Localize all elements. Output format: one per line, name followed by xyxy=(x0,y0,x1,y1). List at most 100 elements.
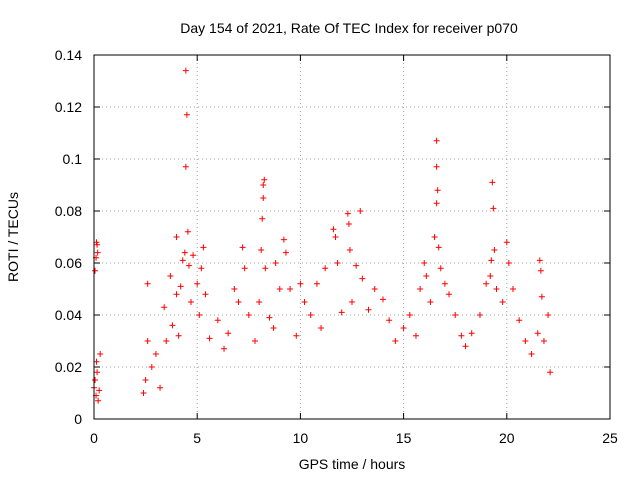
y-tick-label: 0.1 xyxy=(63,151,83,167)
data-point xyxy=(423,273,430,279)
data-point xyxy=(241,265,248,272)
data-point xyxy=(258,247,265,253)
data-point xyxy=(446,291,453,298)
data-point xyxy=(256,299,263,305)
data-point xyxy=(140,390,147,396)
y-tick-label: 0 xyxy=(74,411,82,427)
x-tick-label: 25 xyxy=(602,430,618,446)
data-point xyxy=(435,244,442,251)
data-point xyxy=(545,312,552,318)
data-point xyxy=(441,280,448,287)
data-point xyxy=(183,111,190,118)
data-point xyxy=(142,377,149,383)
data-point xyxy=(95,397,102,404)
data-point xyxy=(431,234,438,240)
data-point xyxy=(94,369,101,376)
y-tick-label: 0.02 xyxy=(55,359,82,375)
data-point xyxy=(458,332,465,339)
data-point xyxy=(182,67,189,74)
data-point xyxy=(245,312,252,318)
data-point xyxy=(536,257,543,264)
data-point xyxy=(280,236,287,243)
data-point xyxy=(182,163,189,170)
x-tick-label: 20 xyxy=(499,430,515,446)
data-point xyxy=(547,369,554,376)
data-point xyxy=(307,312,314,318)
data-point xyxy=(433,163,440,170)
axis-ticks: 0 5 10 15 20 25 0 0.02 0.04 0.06 0.08 0.1 0.12 0.14 xyxy=(55,47,618,446)
data-point xyxy=(157,384,164,391)
data-point xyxy=(421,260,428,266)
data-point xyxy=(221,345,228,352)
y-tick-label: 0.08 xyxy=(55,203,82,219)
data-point xyxy=(538,293,545,300)
data-point xyxy=(94,241,101,248)
x-tick-label: 15 xyxy=(396,430,412,446)
data-point xyxy=(516,317,523,324)
data-point xyxy=(417,286,424,292)
data-point xyxy=(181,249,188,256)
data-point xyxy=(173,291,180,298)
data-point xyxy=(167,273,174,279)
data-point xyxy=(259,215,266,222)
grid-lines xyxy=(94,55,610,419)
data-point xyxy=(225,330,232,337)
data-point xyxy=(499,299,506,305)
data-point xyxy=(184,228,191,235)
data-point xyxy=(503,239,510,246)
data-point xyxy=(427,299,434,305)
data-point xyxy=(175,332,182,339)
data-point xyxy=(173,234,180,240)
data-point xyxy=(491,247,498,253)
x-tick-label: 0 xyxy=(90,430,98,446)
data-point xyxy=(488,257,495,264)
data-point xyxy=(490,205,497,212)
data-point xyxy=(261,176,268,183)
data-point xyxy=(260,195,267,201)
data-point xyxy=(452,312,459,318)
data-point xyxy=(493,286,500,292)
data-point xyxy=(266,314,273,321)
data-point xyxy=(371,286,378,292)
data-point xyxy=(200,244,207,251)
plot-frame xyxy=(93,54,611,420)
data-point xyxy=(313,280,320,287)
data-point xyxy=(97,351,104,357)
data-point xyxy=(386,317,393,324)
data-point xyxy=(489,179,496,186)
data-point xyxy=(392,338,399,344)
y-tick-label: 0.06 xyxy=(55,255,82,271)
data-point xyxy=(214,317,221,324)
data-point xyxy=(272,260,279,266)
data-point xyxy=(301,299,308,305)
data-point xyxy=(406,312,413,318)
data-point xyxy=(92,267,99,274)
data-point xyxy=(433,200,440,207)
data-point xyxy=(190,252,197,259)
data-point xyxy=(332,234,339,240)
data-point xyxy=(540,338,547,344)
data-point xyxy=(468,330,475,337)
data-point xyxy=(161,304,168,311)
data-point xyxy=(437,265,444,272)
data-point xyxy=(318,325,325,331)
data-point xyxy=(231,286,238,292)
data-point xyxy=(349,299,355,305)
y-axis-label: ROTI / TECUs xyxy=(5,192,21,282)
data-point xyxy=(412,332,419,339)
data-point xyxy=(152,351,159,357)
data-point xyxy=(353,262,360,269)
data-point xyxy=(483,280,490,287)
data-point xyxy=(334,260,341,266)
data-point xyxy=(251,338,258,344)
data-point xyxy=(92,377,99,383)
data-point xyxy=(344,210,351,217)
data-point xyxy=(400,325,407,331)
data-point xyxy=(270,325,277,331)
data-point xyxy=(188,299,195,305)
data-point xyxy=(433,137,440,144)
data-point xyxy=(196,312,203,318)
data-point xyxy=(293,332,300,339)
data-point xyxy=(537,267,544,274)
